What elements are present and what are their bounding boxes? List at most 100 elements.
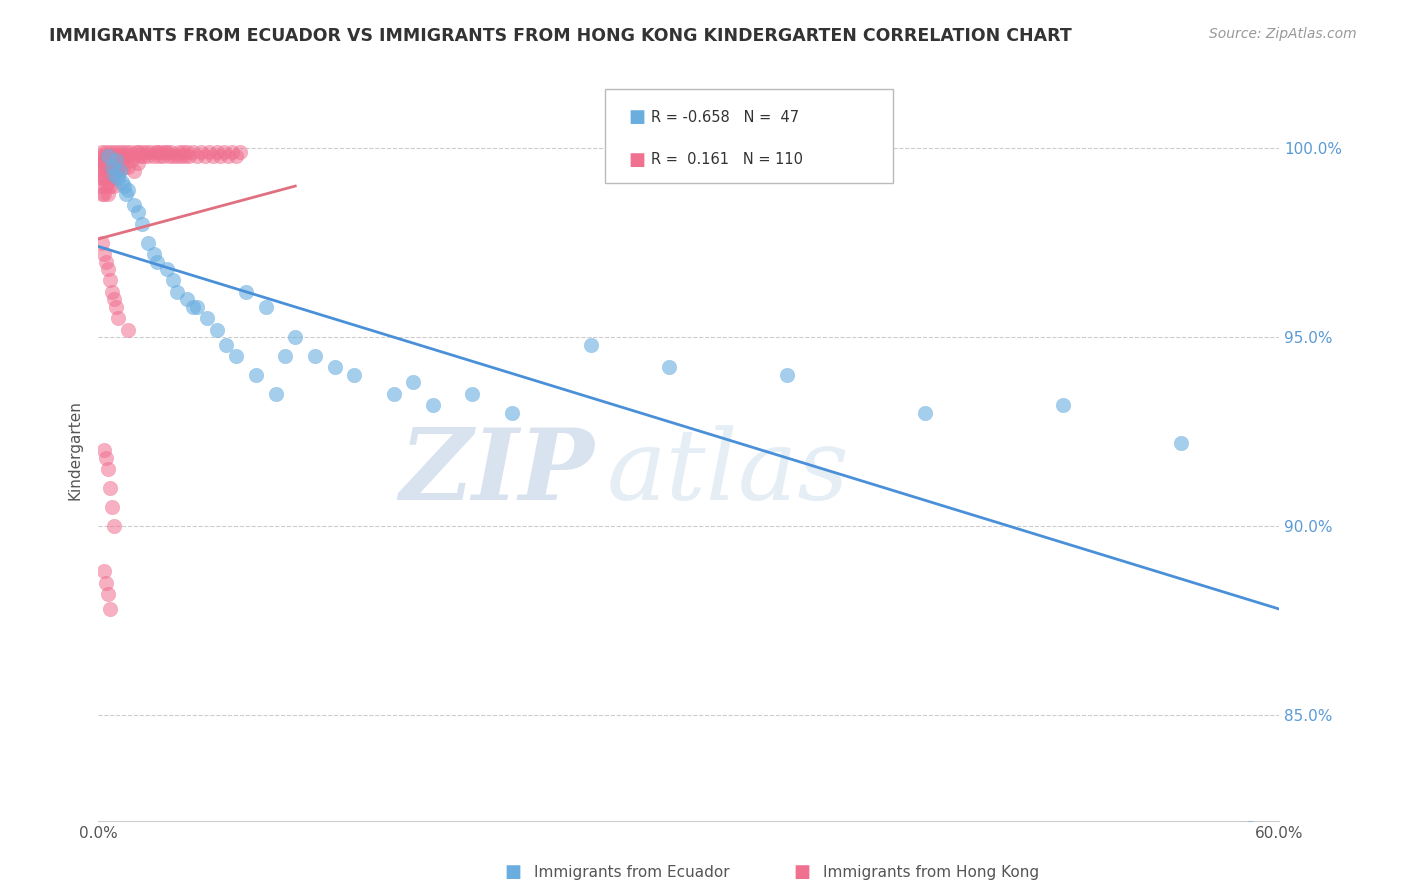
Point (89, 179, 111, 194)
Point (117, 322, 139, 336)
Point (96, 575, 118, 590)
Point (103, 179, 125, 194)
Point (107, 168, 129, 182)
Point (131, 145, 153, 159)
Point (108, 149, 131, 163)
Text: ■: ■ (628, 151, 645, 169)
Point (107, 145, 129, 159)
Point (103, 156, 125, 170)
Point (304, 349, 326, 363)
Point (98, 602, 121, 616)
Text: ■: ■ (628, 109, 645, 127)
Point (422, 398, 444, 412)
Point (127, 145, 149, 159)
Point (97, 587, 120, 601)
Text: IMMIGRANTS FROM ECUADOR VS IMMIGRANTS FROM HONG KONG KINDERGARTEN CORRELATION CH: IMMIGRANTS FROM ECUADOR VS IMMIGRANTS FR… (49, 27, 1071, 45)
Point (89, 156, 111, 170)
Text: R = -0.658   N =  47: R = -0.658 N = 47 (651, 110, 799, 125)
Text: Immigrants from Ecuador: Immigrants from Ecuador (534, 865, 730, 880)
Point (135, 145, 157, 159)
Point (225, 149, 247, 163)
Point (117, 183, 139, 197)
Point (579, 337, 602, 351)
Point (501, 406, 523, 420)
Point (132, 149, 155, 163)
Point (172, 145, 194, 159)
Point (98, 481, 121, 495)
Point (138, 145, 160, 159)
Point (118, 145, 141, 159)
Point (343, 368, 366, 382)
Text: ■: ■ (505, 863, 522, 881)
Text: Immigrants from Hong Kong: Immigrants from Hong Kong (823, 865, 1039, 880)
Point (107, 171, 129, 186)
Point (96, 254, 118, 268)
Point (97, 149, 120, 163)
Point (103, 293, 125, 307)
Point (146, 145, 169, 159)
Point (136, 235, 159, 250)
Point (105, 300, 128, 314)
Point (98, 179, 121, 194)
Point (89, 149, 111, 163)
Point (145, 145, 167, 159)
Point (96, 145, 118, 159)
Point (93, 171, 115, 186)
Point (157, 149, 180, 163)
Point (112, 179, 135, 194)
Point (181, 300, 204, 314)
Point (174, 149, 197, 163)
Point (103, 145, 125, 159)
Point (93, 443, 115, 458)
Point (150, 145, 173, 159)
Point (176, 293, 198, 307)
Point (108, 164, 131, 178)
Point (93, 186, 115, 201)
Point (98, 153, 121, 167)
Point (97, 186, 120, 201)
Point (105, 149, 128, 163)
Point (91, 235, 114, 250)
Point (205, 145, 228, 159)
Point (117, 149, 139, 163)
Point (111, 156, 134, 170)
Point (98, 145, 121, 159)
Point (195, 311, 218, 326)
Point (148, 149, 170, 163)
Point (209, 149, 232, 163)
Point (186, 149, 208, 163)
Point (128, 149, 150, 163)
Text: R =  0.161   N = 110: R = 0.161 N = 110 (651, 153, 803, 168)
Point (115, 145, 138, 159)
Point (166, 149, 188, 163)
Point (98, 273, 121, 287)
Point (105, 164, 128, 178)
Point (155, 145, 177, 159)
Point (97, 149, 120, 163)
Point (1052, 398, 1074, 412)
Point (107, 153, 129, 167)
Point (125, 145, 148, 159)
Point (98, 160, 121, 174)
Point (91, 168, 114, 182)
Point (402, 376, 425, 390)
Point (461, 386, 484, 401)
Point (103, 519, 125, 533)
Point (91, 145, 114, 159)
Text: atlas: atlas (606, 425, 849, 520)
Point (1170, 436, 1192, 450)
Point (101, 171, 124, 186)
Point (101, 500, 124, 515)
Point (382, 386, 405, 401)
Text: Source: ZipAtlas.com: Source: ZipAtlas.com (1209, 27, 1357, 41)
Point (217, 149, 239, 163)
Point (170, 149, 193, 163)
Point (146, 254, 169, 268)
Point (89, 171, 111, 186)
Point (105, 153, 128, 167)
Point (235, 285, 257, 299)
Point (201, 149, 224, 163)
Point (264, 386, 287, 401)
Point (152, 149, 174, 163)
Point (93, 149, 115, 163)
